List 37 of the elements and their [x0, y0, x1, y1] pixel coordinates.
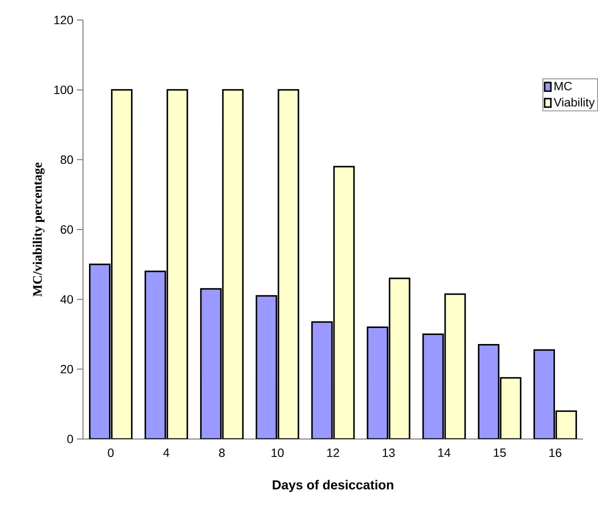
y-tick-label: 0: [67, 434, 73, 444]
bar: [478, 344, 500, 439]
bar: [144, 270, 166, 439]
bar: [166, 89, 188, 439]
x-tick-label: 8: [219, 448, 225, 458]
x-tick-label: 10: [272, 448, 284, 458]
bar: [222, 89, 244, 439]
x-tick-label: 0: [108, 448, 114, 458]
bar: [422, 334, 444, 439]
y-tick-label: 20: [60, 364, 73, 374]
y-tick-label: 60: [60, 225, 73, 234]
y-axis-title: MC/viability percentage: [32, 162, 45, 296]
x-tick-label: 16: [549, 448, 562, 458]
bar: [111, 89, 133, 439]
x-tick-label: 4: [163, 448, 170, 457]
legend-label: Viability: [554, 98, 595, 109]
bar: [256, 295, 278, 439]
x-tick-label: 12: [327, 448, 340, 457]
y-tick-label: 100: [54, 86, 73, 94]
bar: [500, 377, 522, 439]
y-tick-label: 40: [60, 295, 73, 304]
bar: [366, 326, 388, 439]
y-tick-label: 120: [54, 16, 73, 24]
bar: [388, 278, 410, 439]
bar: [89, 264, 111, 439]
bar: [278, 89, 300, 439]
bar: [311, 321, 333, 439]
x-axis-title: Days of desiccation: [272, 480, 394, 492]
x-tick-label: 15: [494, 448, 506, 457]
x-tick-label: 13: [382, 448, 395, 458]
bar: [200, 288, 222, 439]
bar: [333, 166, 355, 439]
bar: [444, 293, 466, 439]
bar: [533, 349, 555, 439]
y-tick-label: 80: [60, 155, 73, 164]
x-tick-label: 14: [438, 448, 450, 457]
legend-label: MC: [554, 82, 572, 90]
